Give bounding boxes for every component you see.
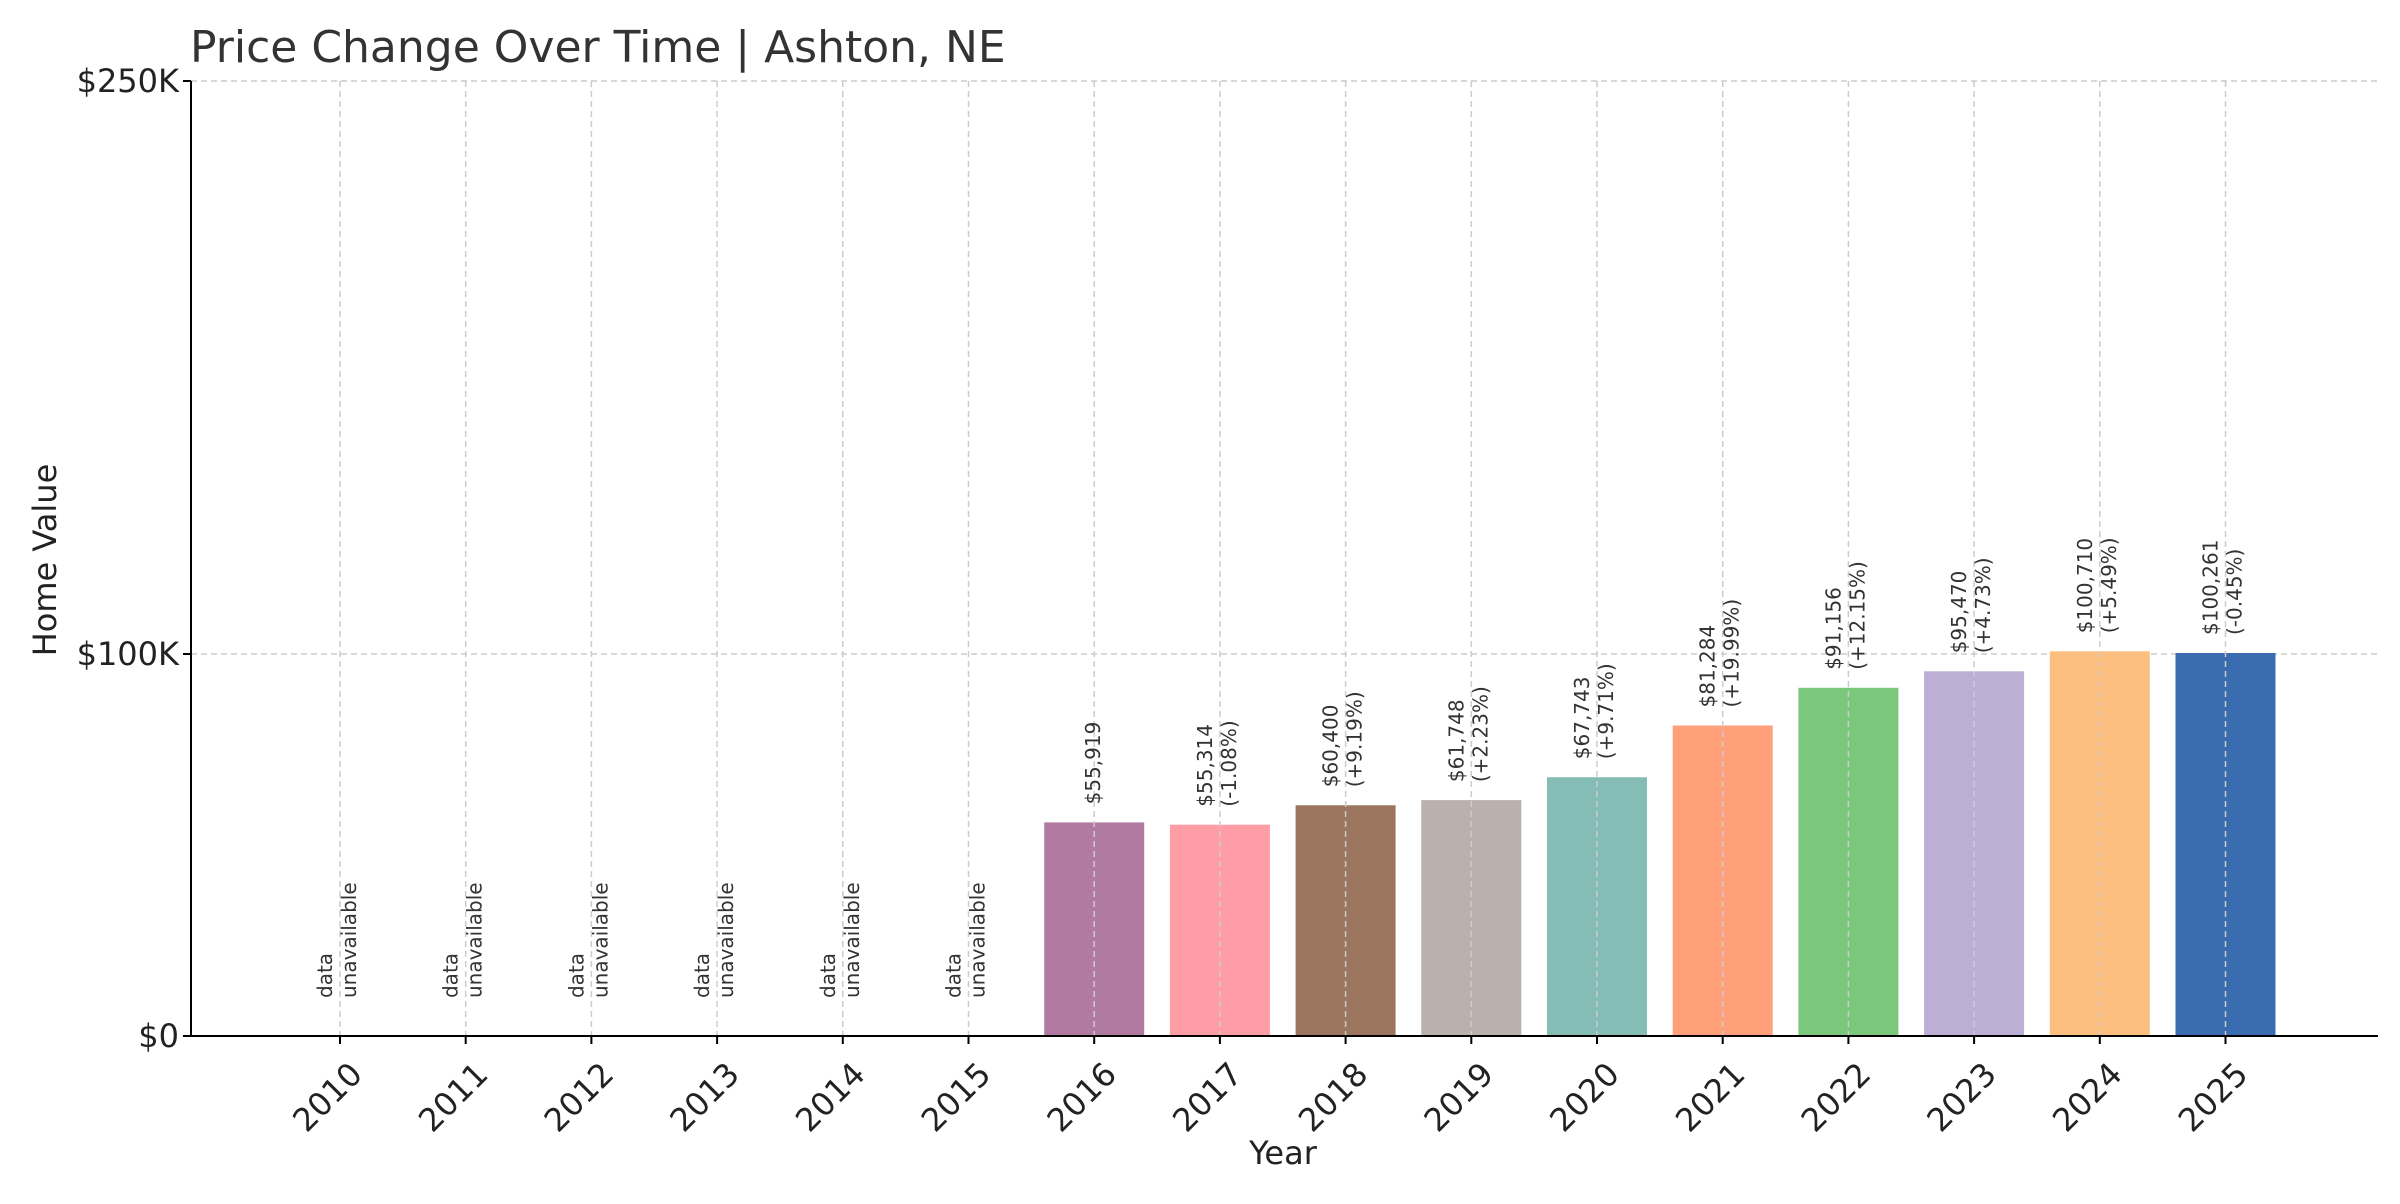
bar [1044, 822, 1145, 1036]
unavailable-label: unavailable [714, 882, 738, 998]
change-label: (+5.49%) [2097, 537, 2121, 633]
unavailable-label: data [439, 953, 463, 998]
x-tick-label: 2014 [788, 1055, 872, 1139]
unavailable-label: unavailable [840, 882, 864, 998]
gridlines [191, 80, 2378, 655]
x-tick-label: 2013 [662, 1055, 746, 1139]
y-ticks: $0 $100K $250K [77, 62, 191, 1055]
x-tick-label: 2025 [2171, 1055, 2255, 1139]
x-tick-label: 2018 [1291, 1055, 1375, 1139]
change-label: (-0.45%) [2223, 549, 2247, 635]
unavailable-label: unavailable [337, 882, 361, 998]
change-label: (+4.73%) [1971, 557, 1995, 653]
change-label: (+2.23%) [1468, 686, 1492, 782]
change-label: (+9.19%) [1343, 691, 1367, 787]
axes [190, 81, 2378, 1037]
unavailable-label: data [313, 953, 337, 998]
x-ticks: 2010 2011 2012 2013 2014 2015 2016 2017 2018 2019… [285, 1036, 2255, 1139]
value-label: $61,748 [1444, 699, 1468, 782]
value-label: $67,743 [1570, 677, 1594, 760]
unavailable-label: data [942, 953, 966, 998]
x-tick-label: 2020 [1542, 1055, 1626, 1139]
change-label: (+9.71%) [1594, 663, 1618, 759]
value-label: $100,710 [2073, 538, 2097, 633]
y-tick-label: $100K [77, 635, 180, 673]
bars [1044, 651, 2276, 1036]
unavailable-label: data [816, 953, 840, 998]
y-tick-label: $250K [77, 62, 180, 100]
bar [1169, 824, 1270, 1036]
x-tick-label: 2019 [1417, 1055, 1501, 1139]
value-label: $95,470 [1947, 571, 1971, 654]
value-label: $55,314 [1193, 724, 1217, 807]
change-label: (+19.99%) [1720, 599, 1744, 708]
x-tick-label: 2015 [914, 1055, 998, 1139]
value-label: $91,156 [1821, 587, 1845, 670]
x-tick-label: 2021 [1668, 1055, 1752, 1139]
change-label: (+12.15%) [1845, 561, 1869, 670]
bar-labels: data unavailable data unavailable data unavai… [313, 81, 2247, 1036]
x-tick-label: 2024 [2045, 1055, 2129, 1139]
value-label: $60,400 [1319, 705, 1343, 788]
x-tick-label: 2022 [1794, 1055, 1878, 1139]
x-tick-label: 2010 [285, 1055, 369, 1139]
y-tick-label: $0 [138, 1017, 179, 1055]
value-label: $55,919 [1081, 722, 1105, 805]
y-axis-label: Home Value [26, 464, 64, 657]
unavailable-label: unavailable [588, 882, 612, 998]
unavailable-label: unavailable [966, 882, 990, 998]
x-tick-label: 2016 [1040, 1055, 1124, 1139]
x-tick-label: 2012 [537, 1055, 621, 1139]
unavailable-label: unavailable [463, 882, 487, 998]
value-label: $100,261 [2199, 540, 2223, 635]
unavailable-label: data [564, 953, 588, 998]
x-tick-label: 2023 [1919, 1055, 2003, 1139]
x-axis-label: Year [1248, 1134, 1318, 1172]
x-tick-label: 2011 [411, 1055, 495, 1139]
unavailable-label: data [690, 953, 714, 998]
change-label: (-1.08%) [1217, 720, 1241, 806]
value-label: $81,284 [1696, 625, 1720, 708]
x-tick-label: 2017 [1165, 1055, 1249, 1139]
chart-title: Price Change Over Time | Ashton, NE [190, 22, 1006, 73]
